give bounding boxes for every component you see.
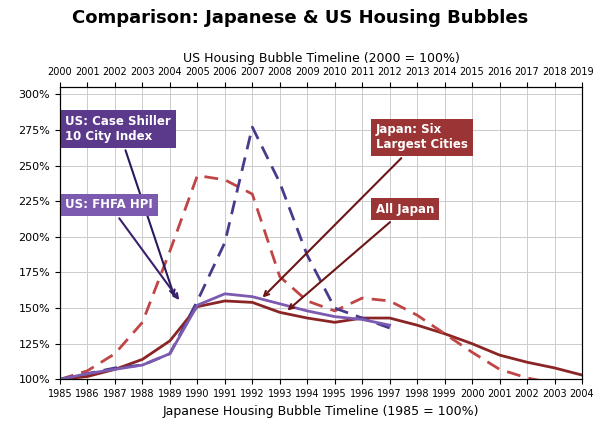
Text: US: Case Shiller
10 City Index: US: Case Shiller 10 City Index: [65, 115, 175, 295]
Text: All Japan: All Japan: [289, 203, 434, 309]
Text: Comparison: Japanese & US Housing Bubbles: Comparison: Japanese & US Housing Bubble…: [72, 9, 528, 27]
Text: Japan: Six
Largest Cities: Japan: Six Largest Cities: [264, 123, 468, 296]
X-axis label: Japanese Housing Bubble Timeline (1985 = 100%): Japanese Housing Bubble Timeline (1985 =…: [163, 405, 479, 418]
X-axis label: US Housing Bubble Timeline (2000 = 100%): US Housing Bubble Timeline (2000 = 100%): [182, 52, 460, 65]
Text: US: FHFA HPI: US: FHFA HPI: [65, 198, 178, 298]
